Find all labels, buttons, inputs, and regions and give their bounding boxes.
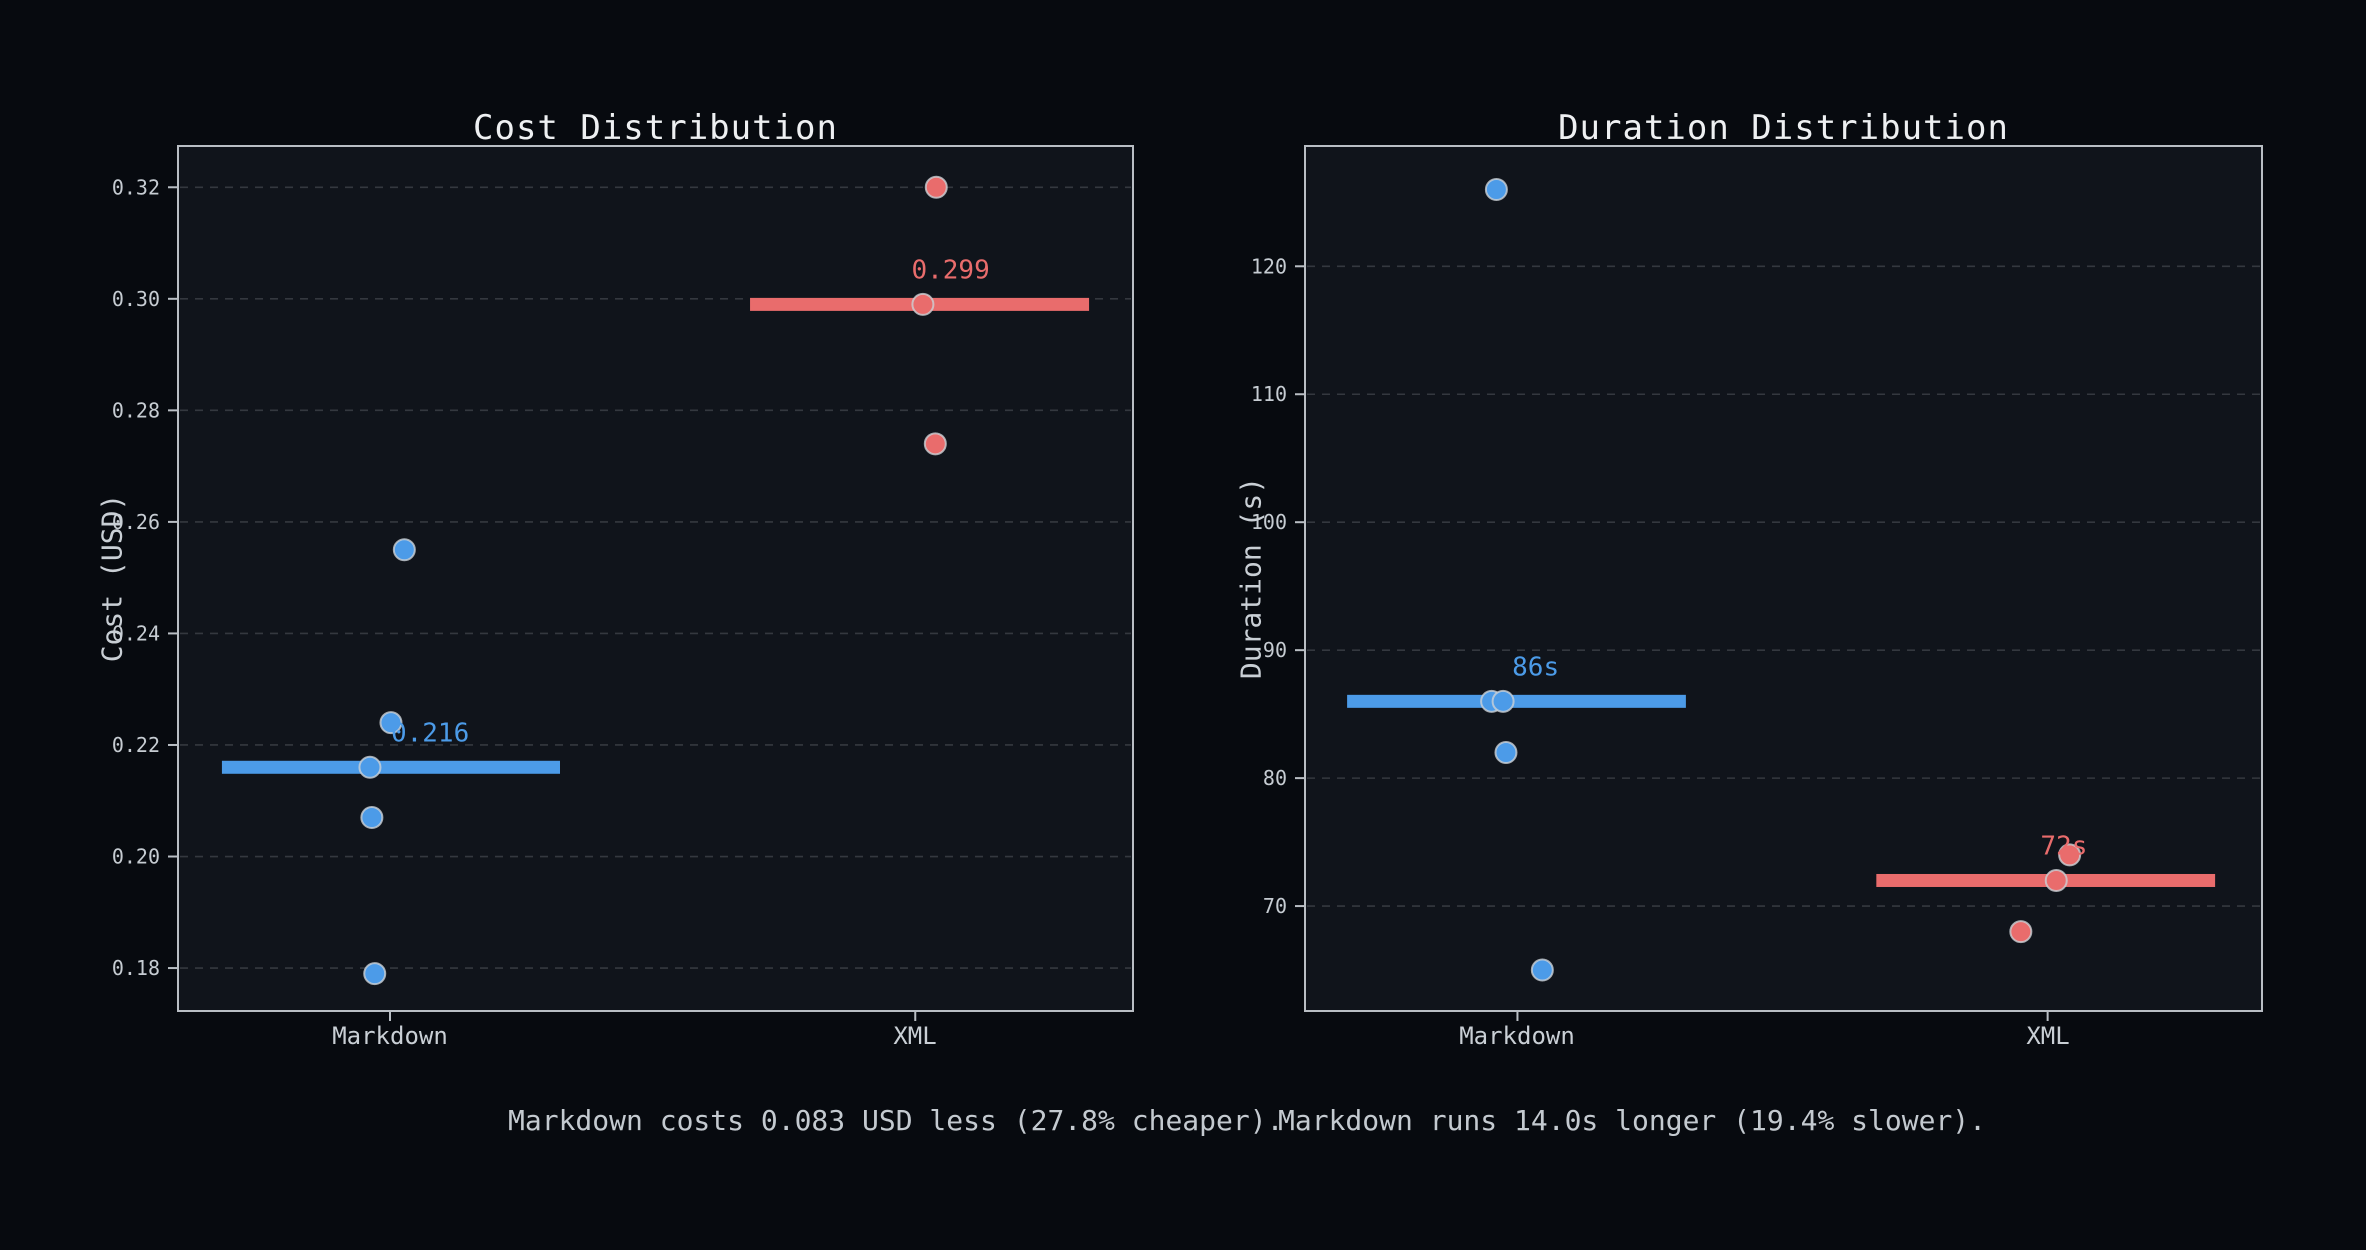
x-tick-label-markdown: Markdown [1459,1022,1575,1050]
data-point [360,805,384,829]
data-point [1494,741,1518,765]
median-annotation: 72s [2040,831,2087,861]
x-tick-label-xml: XML [2026,1022,2070,1050]
y-tick-label: 0.26 [112,510,160,534]
data-point [911,292,935,316]
plot-area [1304,145,2263,1012]
median-line [1347,694,1686,708]
data-point [2009,920,2033,944]
plot-area [177,145,1134,1012]
y-tick-label: 70 [1263,894,1287,918]
duration-y-axis-label: Duration (s) [1234,476,1268,680]
data-point [392,538,416,562]
cost-summary-caption: Markdown costs 0.083 USD less (27.8% che… [508,1104,1284,1137]
charts-canvas: 0.18 0.20 0.22 0.24 0.26 0.28 0.30 0.32 0.216 0.2… [112,145,2263,1021]
y-tick-label: 120 [1251,254,1287,278]
y-tick-label: 0.30 [112,287,160,311]
median-annotation: 0.216 [391,718,469,748]
data-point [1491,689,1515,713]
data-point [1530,958,1554,982]
x-tick-label-xml: XML [893,1022,937,1050]
data-point [2044,868,2068,892]
duration-summary-caption: Markdown runs 14.0s longer (19.4% slower… [1278,1104,1987,1137]
median-annotation: 86s [1512,652,1559,682]
median-annotation: 0.299 [911,255,989,285]
y-tick-label: 80 [1263,766,1287,790]
data-point [1484,178,1508,202]
data-point [379,711,403,735]
y-tick-label: 0.32 [112,175,160,199]
x-tick-label-markdown: Markdown [332,1022,448,1050]
data-point [2058,843,2082,867]
y-tick-label: 0.24 [112,621,160,645]
y-tick-label: 0.22 [112,733,160,757]
median-line [221,760,560,774]
duration-chart-title: Duration Distribution [1558,108,2009,148]
data-point [923,432,947,456]
y-tick-label: 110 [1251,382,1287,406]
y-tick-label: 0.28 [112,398,160,422]
y-tick-label: 0.18 [112,956,160,980]
cost-chart-title: Cost Distribution [473,108,838,148]
cost-y-axis-label: Cost (USD) [95,493,129,663]
y-tick-label: 90 [1263,638,1287,662]
y-tick-label: 0.20 [112,845,160,869]
data-point [363,962,387,986]
data-point [924,175,948,199]
y-tick-label: 100 [1251,510,1287,534]
data-point [358,755,382,779]
